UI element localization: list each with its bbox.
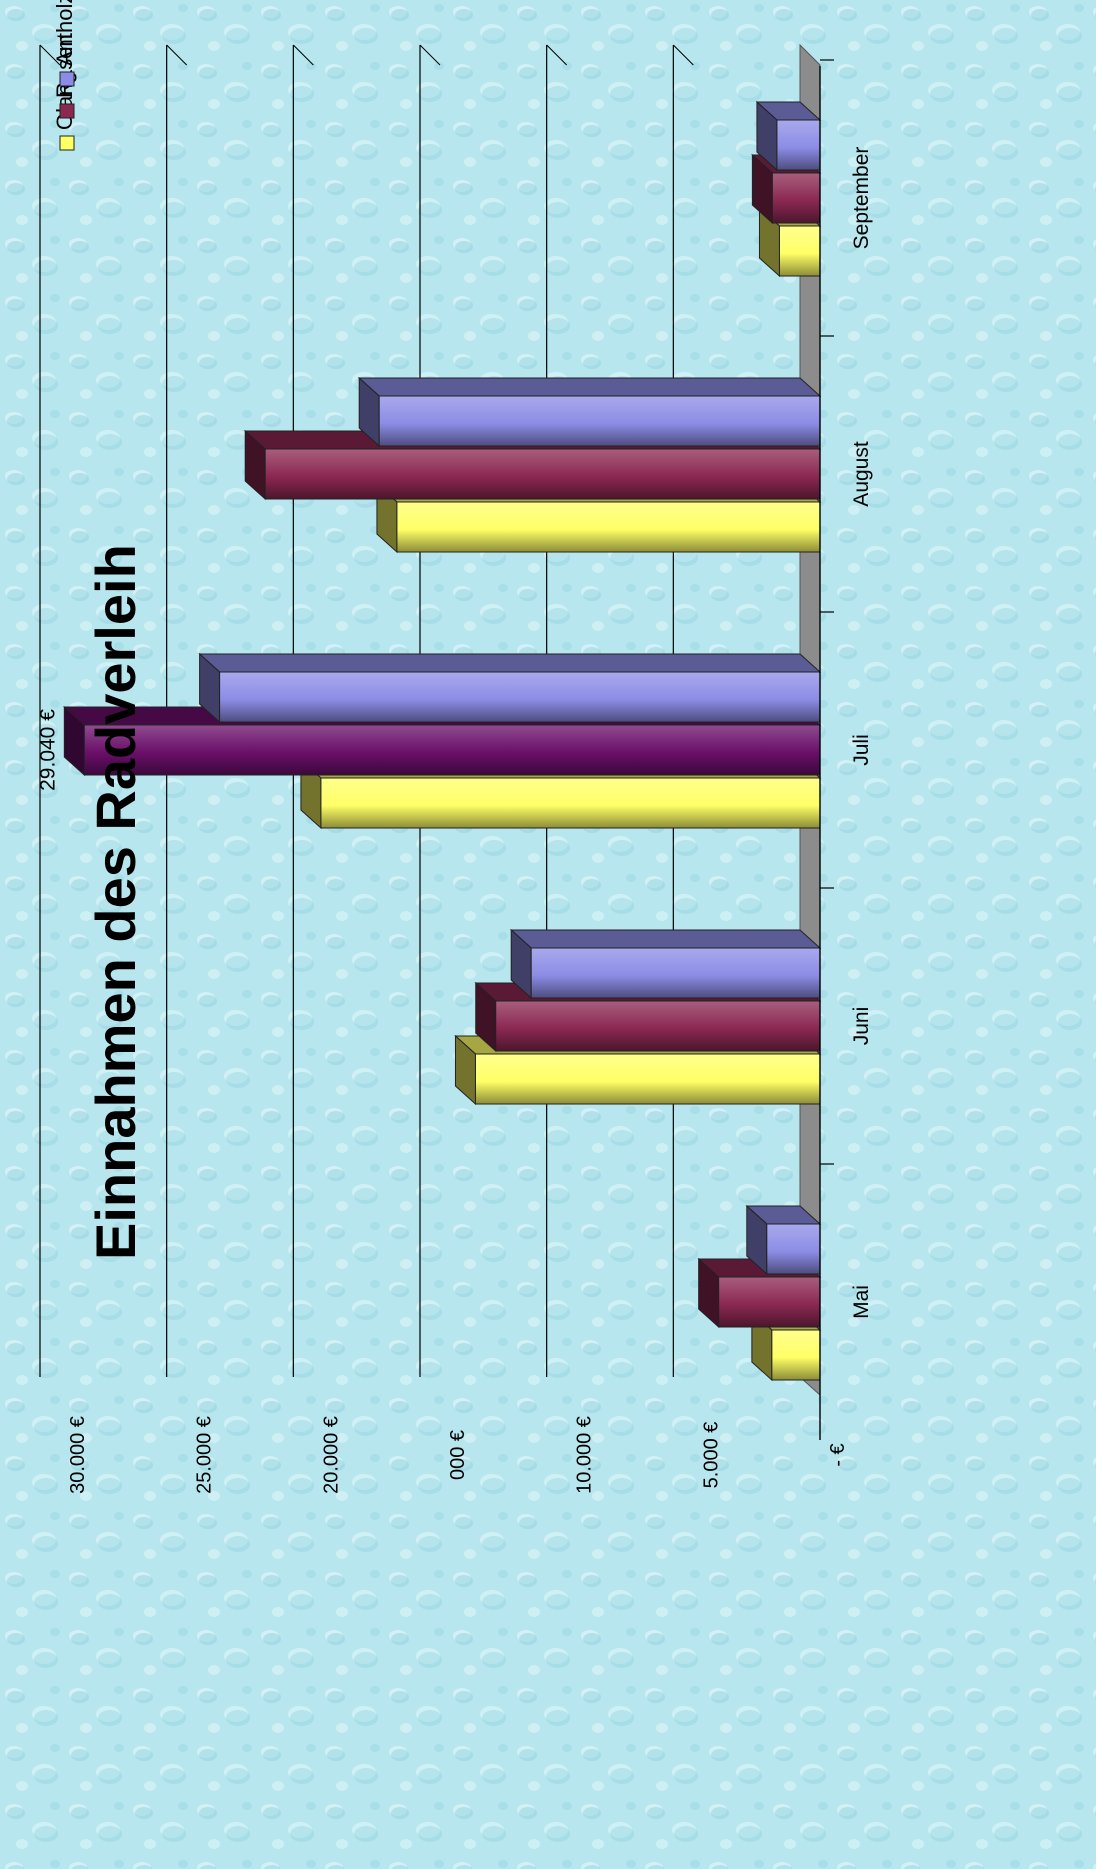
bar-top-antholz-juni xyxy=(509,929,822,949)
bar-rasen-juli xyxy=(83,724,821,776)
bar-rasen-juni xyxy=(495,1000,821,1052)
bar-rasen-mai xyxy=(718,1276,821,1328)
bar-antholz-juli xyxy=(219,671,821,723)
bar-top-antholz-august xyxy=(357,377,822,397)
data-label-rasen-juli: 29.040 € xyxy=(36,709,59,791)
category-label-juli: Juli xyxy=(850,734,873,766)
gridline-connector xyxy=(419,44,441,66)
category-label-juni: Juni xyxy=(850,1007,873,1046)
gridline-connector xyxy=(546,44,568,66)
legend-swatch-rasen xyxy=(59,103,75,119)
bar-antholz-juni xyxy=(530,947,821,999)
bar-top-antholz-juli xyxy=(198,653,822,673)
category-label-mai: Mai xyxy=(850,1285,873,1319)
bar-olang-august xyxy=(396,501,821,553)
gridline-connector xyxy=(292,44,314,66)
value-tick-label: - € xyxy=(827,1443,849,1466)
value-tick-label: 10.000 € xyxy=(574,1416,596,1494)
plot-area: Mai Juni Juli August September - € 5.000 € 10.0… xyxy=(36,43,873,1494)
gridline-connector xyxy=(39,44,61,66)
category-label-september: September xyxy=(850,147,873,250)
legend-label-rasen: Rasen xyxy=(52,34,77,98)
value-tick-label: 30.000 € xyxy=(67,1416,89,1494)
gridline-connector xyxy=(166,44,188,66)
bar-rasen-september xyxy=(771,172,821,224)
legend-swatch-antholz xyxy=(59,71,75,87)
bar-antholz-august xyxy=(378,395,821,447)
bar-antholz-september xyxy=(776,119,821,171)
gridline-connector xyxy=(672,44,694,66)
bar-olang-mai xyxy=(771,1329,821,1381)
chart-title: Einnahmen des Radverleih xyxy=(84,544,147,1260)
bar-rasen-august xyxy=(264,448,821,500)
bar-olang-juni xyxy=(474,1053,821,1105)
bar-olang-september xyxy=(778,225,821,277)
value-tick-label: 20.000 € xyxy=(320,1416,342,1494)
value-tick-label: 5.000 € xyxy=(700,1422,722,1489)
value-tick-label: 000 € xyxy=(447,1430,469,1480)
bar-antholz-mai xyxy=(766,1223,821,1275)
value-tick-label: 25.000 € xyxy=(194,1416,216,1494)
legend-label-antholz: Antholz xyxy=(52,0,77,66)
category-label-august: August xyxy=(850,441,873,507)
bar-olang-juli xyxy=(320,777,821,829)
legend-swatch-olang xyxy=(59,135,75,151)
